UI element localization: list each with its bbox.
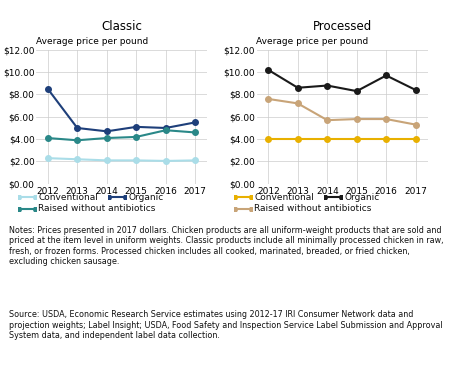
Text: Source: USDA, Economic Research Service estimates using 2012-17 IRI Consumer Net: Source: USDA, Economic Research Service …	[9, 310, 443, 340]
Text: Processed: Processed	[312, 20, 372, 33]
Text: Average price per pound: Average price per pound	[256, 37, 369, 46]
Text: Organic: Organic	[128, 193, 163, 202]
Text: Organic: Organic	[344, 193, 379, 202]
Text: Conventional: Conventional	[254, 193, 314, 202]
Text: Raised without antibiotics: Raised without antibiotics	[254, 204, 372, 213]
Text: Average price per pound: Average price per pound	[36, 37, 148, 46]
Text: Raised without antibiotics: Raised without antibiotics	[38, 204, 156, 213]
Text: Conventional: Conventional	[38, 193, 98, 202]
Text: Notes: Prices presented in 2017 dollars. Chicken products are all uniform-weight: Notes: Prices presented in 2017 dollars.…	[9, 226, 444, 266]
Text: Classic: Classic	[101, 20, 142, 33]
